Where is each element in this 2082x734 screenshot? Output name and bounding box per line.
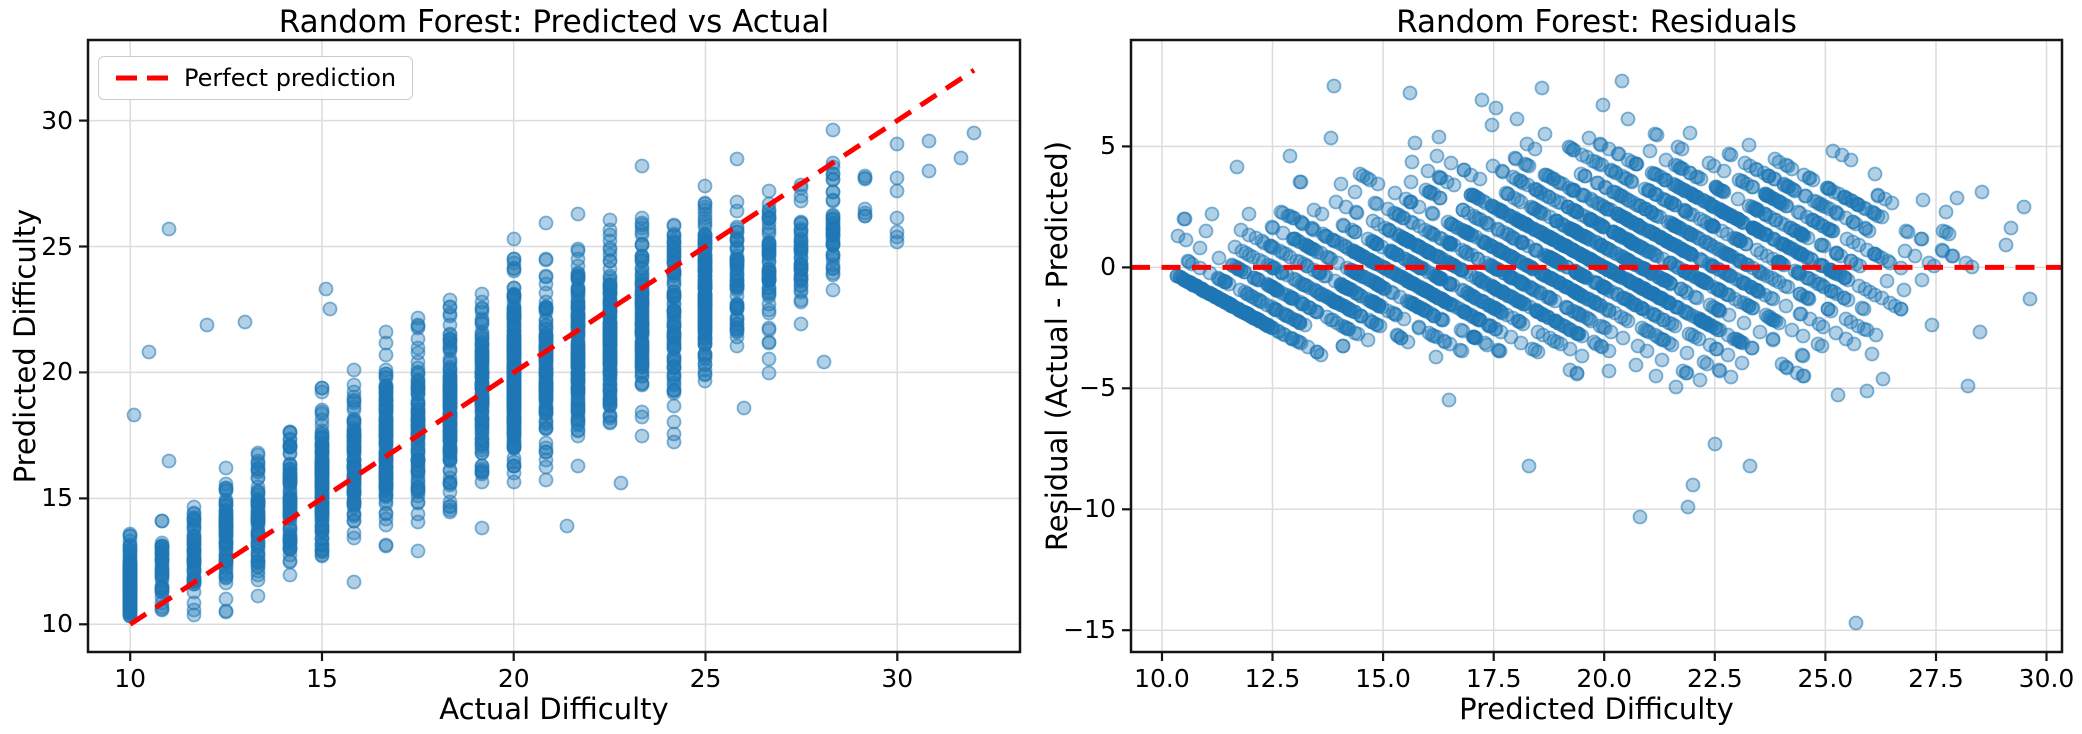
x-tick-label: 22.5 <box>1686 664 1743 693</box>
x-tick-label: 10.0 <box>1134 664 1190 693</box>
x-tick-label: 20 <box>497 664 530 693</box>
y-tick-label: −10 <box>1063 494 1116 524</box>
x-tick-label: 20.0 <box>1576 664 1633 693</box>
y-tick-label: 20 <box>41 357 73 387</box>
x-tick-label: 15.0 <box>1355 664 1411 693</box>
x-tick-label: 25.0 <box>1797 664 1854 693</box>
x-tick-label: 25 <box>689 664 722 693</box>
left-plot-title: Random Forest: Predicted vs Actual <box>278 4 830 40</box>
y-tick-label: 15 <box>41 483 73 513</box>
x-tick-label: 15 <box>306 664 338 693</box>
y-tick-label: 0 <box>1100 252 1116 282</box>
x-tick-label: 10 <box>114 664 147 693</box>
y-tick-label: 25 <box>41 231 73 261</box>
x-tick-label: 12.5 <box>1244 664 1301 693</box>
x-tick-label: 27.5 <box>1908 664 1964 693</box>
x-tick-label: 30 <box>881 664 914 693</box>
x-tick-label: 17.5 <box>1465 664 1522 693</box>
x-tick-label: 30.0 <box>2018 664 2075 693</box>
right-plot-title: Random Forest: Residuals <box>1396 4 1797 40</box>
legend-label: Perfect prediction <box>184 64 397 92</box>
left-x-axis-label: Actual Difficulty <box>439 692 669 726</box>
y-tick-label: −15 <box>1063 615 1116 645</box>
legend: Perfect prediction <box>98 56 414 100</box>
y-tick-label: 30 <box>41 105 73 135</box>
y-tick-label: 10 <box>41 609 73 639</box>
y-tick-label: 5 <box>1100 131 1116 161</box>
y-tick-label: −5 <box>1079 373 1116 403</box>
red-dashed-line-icon <box>116 75 169 81</box>
right-x-axis-label: Predicted Difficulty <box>1459 692 1734 726</box>
